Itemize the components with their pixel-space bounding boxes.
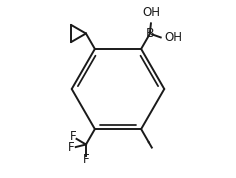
Text: OH: OH [164, 32, 182, 44]
Text: OH: OH [142, 6, 160, 19]
Text: F: F [70, 130, 77, 143]
Text: F: F [83, 153, 89, 166]
Text: F: F [68, 142, 75, 155]
Text: B: B [146, 27, 154, 40]
